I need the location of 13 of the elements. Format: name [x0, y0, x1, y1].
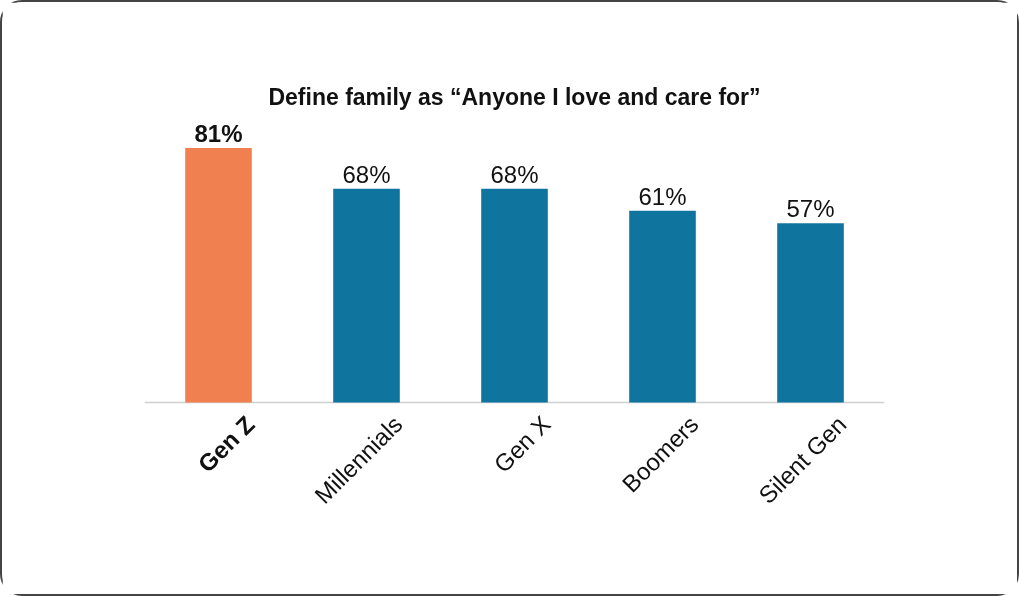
x-tick-label: Gen Z [192, 410, 260, 478]
data-label: 81% [194, 119, 243, 147]
data-label: 68% [490, 160, 539, 188]
data-label: 68% [342, 160, 391, 188]
bar [481, 188, 548, 403]
bar [629, 210, 696, 403]
bar [333, 188, 400, 403]
bar [777, 223, 844, 403]
chart-title: Define family as “Anyone I love and care for” [268, 84, 761, 110]
bar [185, 147, 252, 403]
data-label: 61% [638, 182, 687, 210]
x-tick-label: Gen X [488, 410, 556, 478]
data-label: 57% [786, 195, 835, 223]
